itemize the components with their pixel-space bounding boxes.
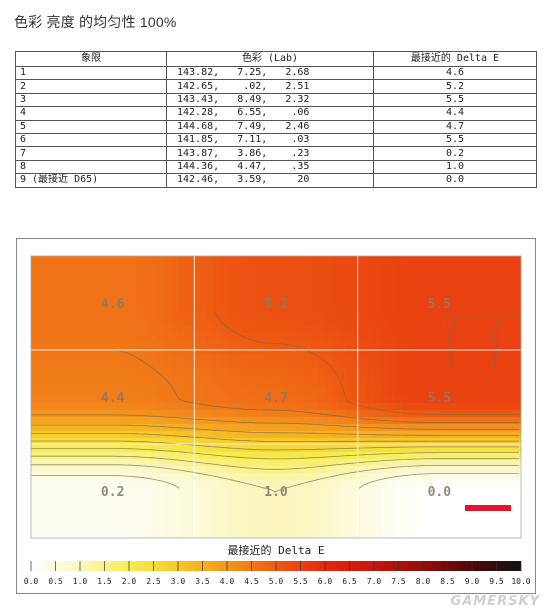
cell-region: 9 (最接近 D65) — [15, 173, 167, 188]
cell-region: 6 — [15, 132, 167, 148]
cell-delta-e: 0.2 — [373, 146, 537, 161]
closest-marker — [465, 505, 511, 511]
grid-lines — [30, 255, 522, 539]
scale-tick-label: 0.0 — [24, 577, 39, 586]
scale-tick-label: 9.5 — [489, 577, 504, 586]
table-row: 3 143.43, 8.49, 2.32 5.5 — [15, 92, 537, 108]
cell-value-label: 4.6 — [101, 297, 125, 312]
plot-border — [30, 255, 522, 539]
contour-line — [31, 414, 519, 430]
contour-line — [442, 315, 519, 371]
cell-region: 3 — [15, 92, 167, 108]
contour-line — [31, 473, 519, 489]
cell-region: 1 — [15, 65, 167, 81]
cell-delta-e: 1.0 — [373, 159, 537, 175]
cell-region: 4 — [15, 106, 167, 121]
cell-delta-e: 0.0 — [373, 173, 537, 188]
uniformity-heatmap-svg: 4.6 5.2 5.5 4.4 4.7 5.5 0.2 1.0 0.0 最接近的 Delta E… — [24, 255, 531, 586]
scale-tick-label: 7.0 — [367, 577, 382, 586]
scale-tick-label: 5.0 — [269, 577, 284, 586]
contour-line — [31, 424, 519, 436]
cell-delta-e: 4.4 — [373, 106, 537, 121]
cell-value-label: 4.4 — [101, 391, 125, 406]
scale-tick-label: 5.5 — [293, 577, 308, 586]
header-delta-e: 最接近的 Delta E — [373, 51, 537, 67]
cell-region: 5 — [15, 119, 167, 134]
cell-lab: 141.85, 7.11, .03 — [166, 132, 374, 148]
header-lab: 色彩 (Lab) — [166, 51, 374, 67]
cell-delta-e: 5.2 — [373, 79, 537, 94]
cell-value-label: 1.0 — [264, 485, 288, 500]
cell-lab: 144.36, 4.47, .35 — [166, 159, 374, 175]
cell-region: 8 — [15, 159, 167, 175]
contour-lines — [31, 312, 519, 493]
cell-value-label: 4.7 — [264, 391, 287, 406]
cell-value-label: 0.2 — [101, 485, 124, 500]
scale-tick-label: 0.5 — [48, 577, 63, 586]
cell-lab: 143.87, 3.86, .23 — [166, 146, 374, 161]
cell-region: 7 — [15, 146, 167, 161]
scale-tick-label: 1.5 — [97, 577, 112, 586]
table-row: 4 142.28, 6.55, .06 4.4 — [15, 106, 537, 121]
scale-tick-label: 4.5 — [244, 577, 259, 586]
page-title: 色彩 亮度 的均匀性 100% — [14, 14, 177, 30]
scale-tick-label: 4.0 — [220, 577, 235, 586]
cell-value-label: 5.5 — [428, 391, 451, 406]
cell-lab: 142.46, 3.59, 20 — [166, 173, 374, 188]
contour-line — [31, 440, 519, 451]
table-row: 8 144.36, 4.47, .35 1.0 — [15, 159, 537, 175]
cell-labels: 4.6 5.2 5.5 4.4 4.7 5.5 0.2 1.0 0.0 — [101, 297, 511, 511]
scale-tick-label: 8.5 — [440, 577, 455, 586]
legend-title: 最接近的 Delta E — [228, 543, 325, 557]
cell-value-label: 0.0 — [428, 485, 452, 500]
cell-lab: 142.28, 6.55, .06 — [166, 106, 374, 121]
contour-line — [31, 433, 519, 442]
scale-tick-label: 7.5 — [391, 577, 406, 586]
cell-delta-e: 5.5 — [373, 132, 537, 148]
cell-lab: 143.43, 8.49, 2.32 — [166, 92, 374, 108]
table-row: 5 144.68, 7.49, 2.46 4.7 — [15, 119, 537, 134]
cell-value-label: 5.2 — [264, 297, 287, 312]
scale-tick-label: 3.5 — [195, 577, 210, 586]
scale-tick-label: 10.0 — [511, 577, 530, 586]
scale-tick-label: 3.0 — [171, 577, 186, 586]
contour-line — [31, 455, 519, 470]
contour-line — [31, 464, 519, 493]
scale-tick-label: 2.5 — [146, 577, 161, 586]
scale-tick-label: 2.0 — [122, 577, 137, 586]
cell-delta-e: 4.7 — [373, 119, 537, 134]
watermark-logo: GAMERSKY — [450, 594, 540, 609]
scale-tick-label: 6.5 — [342, 577, 357, 586]
table-row: 9 (最接近 D65) 142.46, 3.59, 20 0.0 — [15, 173, 537, 188]
table-row: 2 142.65, .02, 2.51 5.2 — [15, 79, 537, 94]
cell-lab: 143.82, 7.25, 2.68 — [166, 65, 374, 81]
table-row: 7 143.87, 3.86, .23 0.2 — [15, 146, 537, 161]
table-row: 6 141.85, 7.11, .03 5.5 — [15, 132, 537, 148]
contour-line — [214, 312, 519, 415]
table-row: 1 143.82, 7.25, 2.68 4.6 — [15, 65, 537, 81]
cell-delta-e: 5.5 — [373, 92, 537, 108]
scale-tick-label: 1.0 — [73, 577, 88, 586]
scale-tick-label: 9.0 — [465, 577, 480, 586]
scale-tick-label: 8.0 — [416, 577, 431, 586]
cell-lab: 144.68, 7.49, 2.46 — [166, 119, 374, 134]
contour-line — [31, 448, 519, 460]
uniformity-table: 象限 色彩 (Lab) 最接近的 Delta E 1 143.82, 7.25, … — [15, 51, 537, 188]
header-region: 象限 — [15, 51, 167, 67]
cell-delta-e: 4.6 — [373, 65, 537, 81]
cell-region: 2 — [15, 79, 167, 94]
scale-tick-label: 6.0 — [318, 577, 333, 586]
table-header-row: 象限 色彩 (Lab) 最接近的 Delta E — [15, 51, 537, 67]
cell-value-label: 5.5 — [428, 297, 451, 312]
cell-lab: 142.65, .02, 2.51 — [166, 79, 374, 94]
uniformity-chart: 4.6 5.2 5.5 4.4 4.7 5.5 0.2 1.0 0.0 最接近的 Delta E… — [16, 238, 536, 594]
color-scale-legend: 最接近的 Delta E 0.0 0.5 1.0 1.5 2.0 2.5 3.0 3.5 4.0 4… — [24, 543, 531, 586]
